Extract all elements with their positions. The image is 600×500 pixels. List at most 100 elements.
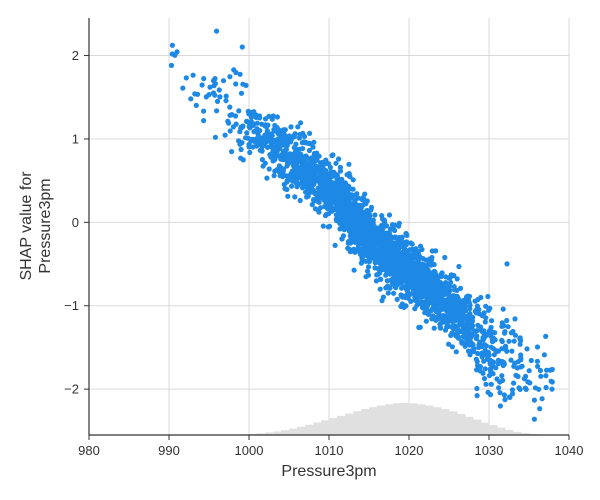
scatter-point <box>538 373 544 379</box>
scatter-point <box>442 286 448 292</box>
scatter-point <box>330 191 337 197</box>
scatter-point <box>382 263 388 269</box>
scatter-point <box>442 254 448 261</box>
scatter-point <box>174 49 180 55</box>
scatter-point <box>326 161 332 167</box>
scatter-point <box>423 318 429 324</box>
scatter-point <box>485 293 491 300</box>
scatter-point <box>264 175 270 181</box>
scatter-point <box>482 319 488 325</box>
scatter-point <box>354 213 360 219</box>
scatter-point <box>270 113 276 119</box>
scatter-point <box>233 69 239 76</box>
scatter-point <box>168 62 175 68</box>
scatter-point <box>286 136 292 142</box>
scatter-point <box>386 246 392 252</box>
scatter-point <box>431 286 437 292</box>
scatter-point <box>273 144 279 150</box>
scatter-point <box>374 242 380 248</box>
scatter-point <box>449 330 455 336</box>
scatter-point <box>460 334 466 340</box>
scatter-point <box>504 261 510 267</box>
scatter-point <box>510 380 517 386</box>
scatter-point <box>383 242 389 248</box>
scatter-point <box>335 197 341 204</box>
scatter-point <box>403 292 409 298</box>
scatter-point <box>473 335 479 342</box>
scatter-point <box>341 186 347 192</box>
scatter-point <box>412 306 418 312</box>
scatter-point <box>356 218 362 224</box>
histogram-bar <box>409 403 418 435</box>
scatter-point <box>499 338 505 345</box>
scatter-point <box>391 267 397 273</box>
scatter-point <box>385 290 391 296</box>
scatter-point <box>316 199 322 205</box>
scatter-point <box>346 161 352 167</box>
scatter-point <box>467 306 473 312</box>
scatter-point <box>240 81 246 87</box>
scatter-point <box>278 165 285 171</box>
scatter-point <box>240 123 246 129</box>
scatter-point <box>274 114 280 120</box>
scatter-point <box>358 210 364 216</box>
scatter-point <box>271 157 277 163</box>
scatter-point <box>447 287 453 294</box>
scatter-point <box>272 128 278 134</box>
scatter-point <box>505 324 511 330</box>
tick-labels: 980 990 1000 1010 1020 1030 1040 −2 −1 0 1 2 <box>64 48 583 458</box>
scatter-point <box>347 186 353 192</box>
scatter-point <box>358 260 364 266</box>
scatter-point <box>382 267 388 273</box>
scatter-point <box>190 72 196 78</box>
scatter-point <box>360 195 366 201</box>
scatter-point <box>382 238 388 244</box>
scatter-point <box>301 157 307 163</box>
scatter-point <box>524 346 530 352</box>
scatter-point <box>483 303 489 309</box>
scatter-point <box>282 186 288 192</box>
scatter-point <box>249 111 255 117</box>
scatter-point <box>464 338 470 344</box>
scatter-point <box>369 243 375 249</box>
scatter-point <box>408 298 414 304</box>
histogram-bar <box>273 431 282 435</box>
scatter-point <box>399 275 406 281</box>
scatter-point <box>370 217 376 223</box>
scatter-point <box>318 173 324 179</box>
scatter-point <box>518 357 524 363</box>
scatter-point <box>372 265 378 271</box>
scatter-point <box>451 318 457 324</box>
x-tick-label: 1020 <box>395 443 424 458</box>
scatter-point <box>238 90 245 96</box>
scatter-point <box>229 112 235 118</box>
scatter-point <box>435 296 441 302</box>
scatter-point <box>448 279 454 285</box>
scatter-point <box>289 155 295 162</box>
scatter-point <box>500 377 506 383</box>
scatter-point <box>426 275 432 281</box>
histogram-bar <box>313 422 322 435</box>
scatter-point <box>474 393 480 399</box>
scatter-point <box>474 359 480 365</box>
scatter-point <box>462 303 468 309</box>
scatter-point <box>393 282 399 289</box>
scatter-point <box>217 94 223 100</box>
scatter-point <box>169 42 175 48</box>
scatter-point <box>458 319 464 325</box>
scatter-point <box>421 304 427 310</box>
scatter-point <box>446 341 452 347</box>
scatter-point <box>254 143 260 149</box>
scatter-point <box>299 185 306 191</box>
histogram-bar <box>265 432 274 435</box>
scatter-point <box>440 292 446 298</box>
scatter-point <box>239 44 245 50</box>
scatter-point <box>501 360 507 366</box>
scatter-point <box>446 303 452 309</box>
scatter-point <box>296 167 302 173</box>
scatter-point <box>406 251 412 257</box>
scatter-point <box>509 348 515 354</box>
scatter-point <box>403 239 410 245</box>
scatter-point <box>363 226 369 232</box>
